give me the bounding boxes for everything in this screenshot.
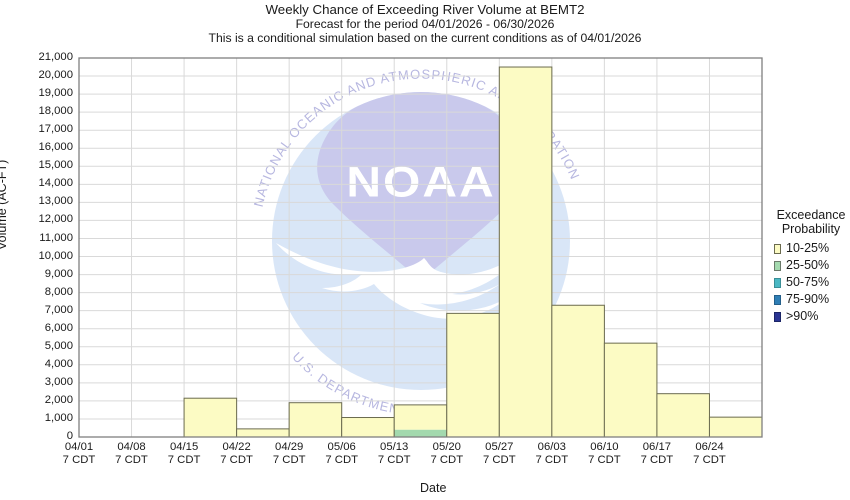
svg-text:NOAA: NOAA xyxy=(346,158,495,206)
